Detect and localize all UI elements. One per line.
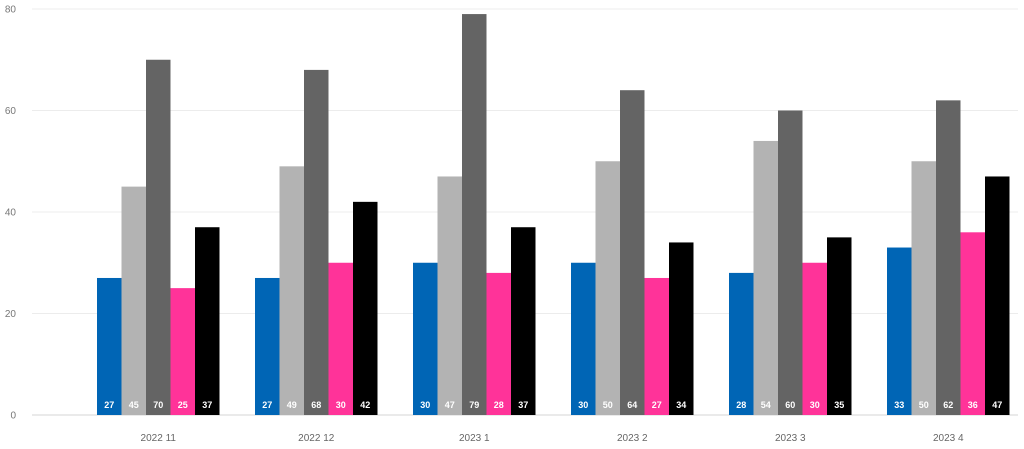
data-label: 28: [494, 400, 504, 410]
bar: [669, 242, 694, 415]
data-label: 27: [652, 400, 662, 410]
data-label: 30: [420, 400, 430, 410]
data-label: 70: [153, 400, 163, 410]
bar: [353, 201, 378, 415]
data-label: 79: [469, 400, 479, 410]
data-label: 49: [287, 400, 297, 410]
bar: [729, 272, 754, 415]
data-label: 54: [761, 400, 771, 410]
data-label: 30: [810, 400, 820, 410]
bar: [644, 277, 669, 415]
data-label: 64: [627, 400, 637, 410]
data-label: 28: [736, 400, 746, 410]
bar: [328, 262, 353, 415]
bar: [753, 140, 778, 415]
bar: [437, 176, 462, 415]
data-label: 42: [360, 400, 370, 410]
bar: [595, 161, 620, 415]
data-label: 47: [445, 400, 455, 410]
bar: [802, 262, 827, 415]
data-label: 62: [943, 400, 953, 410]
bar: [985, 176, 1010, 415]
data-label: 47: [992, 400, 1002, 410]
y-tick-label: 0: [10, 411, 16, 422]
x-category-label: 2023 3: [775, 433, 806, 444]
bar: [97, 277, 122, 415]
data-label: 27: [104, 400, 114, 410]
data-label: 50: [603, 400, 613, 410]
bar: [827, 237, 852, 415]
bar: [778, 110, 803, 415]
bar: [462, 14, 487, 415]
data-label: 27: [262, 400, 272, 410]
bar: [960, 232, 985, 415]
y-tick-label: 40: [5, 208, 17, 219]
data-label: 50: [919, 400, 929, 410]
x-category-label: 2022 12: [298, 433, 335, 444]
bar: [413, 262, 438, 415]
x-category-label: 2022 11: [141, 433, 177, 444]
bar: [887, 247, 912, 415]
bar: [486, 272, 511, 415]
bar: [936, 100, 961, 415]
bar: [195, 227, 220, 415]
data-label: 33: [894, 400, 904, 410]
data-label: 45: [129, 400, 139, 410]
bar: [620, 90, 645, 415]
y-tick-label: 80: [5, 5, 17, 16]
x-category-label: 2023 2: [617, 433, 648, 444]
data-label: 36: [968, 400, 978, 410]
data-label: 30: [578, 400, 588, 410]
y-axis: 0 20 40 60 80: [5, 5, 17, 422]
bar: [279, 166, 304, 415]
data-labels: 27 45 70 25 37 27 49 68 30 42 30 47 79 28 37 30 50 64 27 34…: [104, 400, 1002, 410]
data-label: 68: [311, 400, 321, 410]
data-label: 37: [518, 400, 528, 410]
bar: [255, 277, 280, 415]
data-label: 30: [336, 400, 346, 410]
data-label: 35: [834, 400, 844, 410]
data-label: 60: [785, 400, 795, 410]
bars: [97, 14, 1010, 416]
bar: [571, 262, 596, 415]
y-tick-label: 60: [5, 106, 17, 117]
bar: [121, 186, 146, 415]
x-category-label: 2023 1: [459, 433, 490, 444]
data-label: 37: [202, 400, 212, 410]
x-category-label: 2023 4: [933, 433, 964, 444]
data-label: 34: [676, 400, 686, 410]
bar: [511, 227, 536, 415]
bar: [911, 161, 936, 415]
x-axis: 2022 11 2022 12 2023 1 2023 2 2023 3 2023 4: [141, 433, 964, 444]
bar: [304, 69, 329, 416]
data-label: 25: [178, 400, 188, 410]
bar: [170, 288, 195, 415]
y-tick-label: 20: [5, 309, 17, 320]
bar: [146, 59, 171, 415]
